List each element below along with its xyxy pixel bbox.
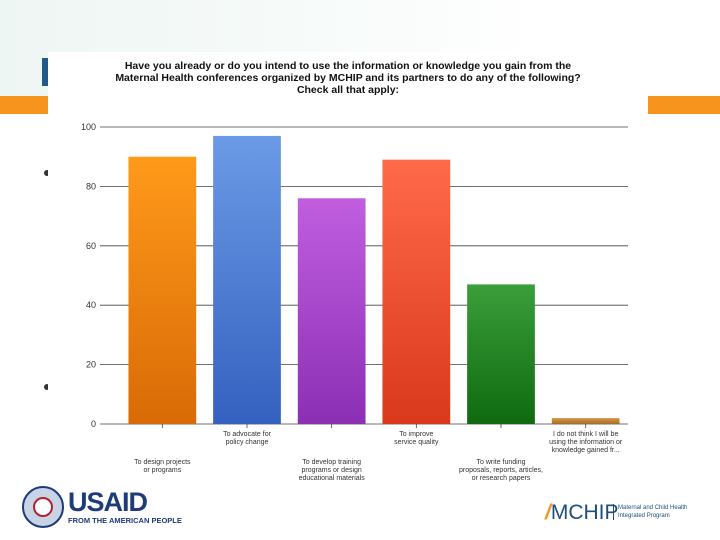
chart-title-line: Check all that apply: xyxy=(296,84,400,96)
y-tick-label: 60 xyxy=(86,241,96,251)
bar xyxy=(382,159,451,425)
usaid-tagline: FROM THE AMERICAN PEOPLE xyxy=(68,516,182,525)
x-tick-label: To develop training programs or design edu… xyxy=(299,459,366,482)
bullet-marker xyxy=(44,384,50,390)
chart-title: Have you already or do you intend to use… xyxy=(48,60,648,96)
y-tick-label: 80 xyxy=(86,181,96,191)
x-tick-label: I do not think I will be using the inform… xyxy=(549,431,623,454)
y-tick-label: 20 xyxy=(86,360,96,370)
chart-title-line: Have you already or do you intend to use… xyxy=(124,60,572,72)
y-tick-label: 40 xyxy=(86,300,96,310)
chart-title-line: Maternal Health conferences organized by… xyxy=(115,72,581,84)
x-tick-label: To advocate for policy change xyxy=(223,431,272,446)
usaid-seal-icon xyxy=(22,486,64,528)
usaid-logo: USAID FROM THE AMERICAN PEOPLE xyxy=(22,486,192,530)
mchip-tagline: Maternal and Child Health Integrated Pro… xyxy=(613,504,708,520)
bar xyxy=(213,135,281,424)
x-tick-label: To improve service quality xyxy=(394,431,439,446)
x-tick-label: To write funding proposals, reports, arti… xyxy=(459,459,543,482)
header-accent-bar-left xyxy=(0,96,48,114)
bar xyxy=(128,156,197,424)
bar xyxy=(467,284,535,424)
slide-title-fragment xyxy=(42,58,48,86)
usaid-wordmark: USAID xyxy=(68,487,148,517)
x-tick-label: To design projects or programs xyxy=(134,459,191,474)
mchip-wordmark: /MCHIP xyxy=(545,501,619,524)
bar xyxy=(297,198,366,424)
y-tick-label: 100 xyxy=(81,122,96,132)
y-tick-label: 0 xyxy=(91,419,96,429)
bullet-marker xyxy=(44,170,50,176)
mchip-logo: /MCHIP Maternal and Child Health Integra… xyxy=(545,500,705,526)
bar xyxy=(551,418,620,424)
header-accent-bar-right xyxy=(648,96,720,114)
